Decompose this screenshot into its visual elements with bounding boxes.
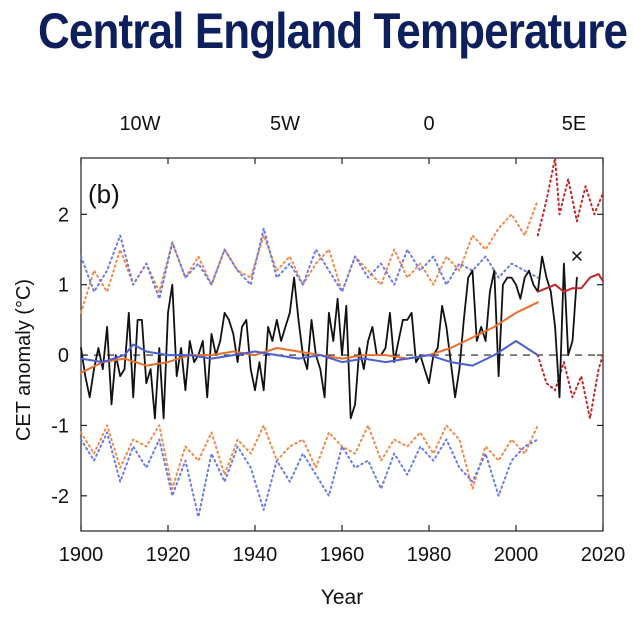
page-title: Central England Temperature [38, 3, 628, 59]
series-line-black [80, 255, 578, 420]
plot-area: 1900 1920 1940 1960 1980 2000 2020 -2 -1 0 1 2 × [51, 157, 626, 566]
x-axis-label: Year [321, 586, 363, 609]
series-line-red_dotted [536, 157, 604, 237]
panel-label: (b) [88, 179, 120, 209]
series-line-red [536, 273, 604, 293]
y-tick-label: 0 [58, 345, 69, 367]
top-axis: 10W 5W 0 5E [119, 113, 586, 135]
series-line-blue [80, 340, 539, 367]
y-tick-label: -2 [51, 486, 69, 508]
cross-marker: × [570, 244, 583, 269]
y-axis-label: CET anomaly (°C) [13, 279, 35, 441]
top-axis-label: 5W [270, 113, 300, 135]
series-line-red_dotted [536, 354, 604, 420]
series-line-orange_dotted [80, 424, 539, 490]
series-line-blue_dotted [80, 227, 539, 300]
y-tick-label: 1 [58, 275, 69, 297]
x-tick-label: 1980 [407, 544, 452, 566]
top-axis-label: 5E [562, 113, 586, 135]
x-tick-label: 1920 [146, 544, 191, 566]
x-tick-label: 2020 [581, 544, 626, 566]
x-tick-label: 1960 [320, 544, 365, 566]
x-tick-label: 2000 [494, 544, 539, 566]
y-tick-label: 2 [58, 204, 69, 226]
series-line-orange [80, 301, 539, 374]
series-line-blue_dotted [80, 431, 539, 518]
y-tick-label: -1 [51, 415, 69, 437]
top-axis-label: 10W [119, 113, 160, 135]
x-tick-label: 1900 [59, 544, 104, 566]
top-axis-label: 0 [423, 113, 434, 135]
x-tick-label: 1940 [233, 544, 278, 566]
series-line-orange_dotted [80, 199, 539, 314]
